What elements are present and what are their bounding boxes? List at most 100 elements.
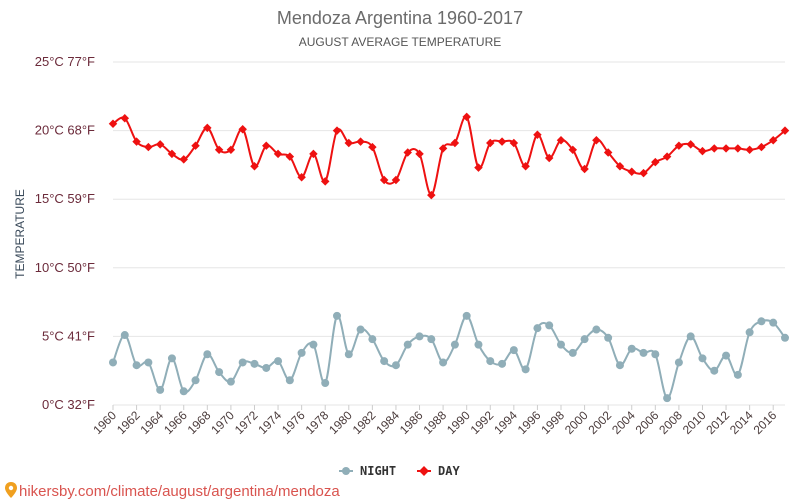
- series-night-point[interactable]: [297, 348, 306, 357]
- series-night-point[interactable]: [391, 361, 400, 370]
- series-night-point[interactable]: [757, 317, 766, 326]
- series-night-point[interactable]: [486, 357, 495, 366]
- series-night-point[interactable]: [132, 361, 141, 370]
- series-night-point[interactable]: [191, 376, 200, 385]
- series-night-point[interactable]: [568, 348, 577, 357]
- series-night-point[interactable]: [321, 379, 330, 388]
- series-night-point[interactable]: [333, 311, 341, 320]
- series-night-point[interactable]: [415, 332, 424, 341]
- series-night-point[interactable]: [781, 333, 789, 342]
- series-night-point[interactable]: [745, 328, 754, 337]
- series-night-point[interactable]: [109, 358, 117, 367]
- series-day-point[interactable]: [297, 173, 306, 182]
- series-night-point[interactable]: [639, 348, 648, 357]
- source-link[interactable]: hikersby.com/climate/august/argentina/me…: [5, 482, 340, 500]
- series-day-point[interactable]: [250, 162, 259, 171]
- series-night-point[interactable]: [238, 358, 247, 367]
- series-night-point[interactable]: [203, 350, 212, 359]
- series-night-point[interactable]: [557, 340, 565, 349]
- series-day-point[interactable]: [698, 146, 707, 156]
- series-day-point[interactable]: [226, 145, 236, 155]
- series-day-point[interactable]: [438, 144, 448, 153]
- series-night-point[interactable]: [156, 385, 165, 394]
- series-night-point[interactable]: [698, 354, 707, 363]
- legend-item-day[interactable]: DAY: [417, 464, 460, 478]
- series-day-point[interactable]: [721, 144, 731, 153]
- series-night-point[interactable]: [604, 333, 613, 342]
- series-night-point[interactable]: [615, 361, 624, 370]
- series-day-point[interactable]: [509, 138, 519, 148]
- series-night-point[interactable]: [686, 332, 695, 341]
- series-night-point[interactable]: [179, 387, 188, 396]
- series-night-point[interactable]: [627, 344, 636, 353]
- legend-item-night[interactable]: NIGHT: [339, 464, 396, 478]
- series-day-point[interactable]: [391, 175, 401, 185]
- series-night-point[interactable]: [533, 324, 542, 333]
- series-night-point[interactable]: [663, 394, 672, 403]
- series-day-point[interactable]: [214, 145, 224, 155]
- series-night-point[interactable]: [167, 354, 176, 363]
- series-night-point[interactable]: [710, 366, 719, 375]
- series-night-point[interactable]: [215, 368, 224, 377]
- series-night-point[interactable]: [344, 350, 353, 359]
- series-night-point[interactable]: [722, 351, 731, 360]
- series-day-point[interactable]: [710, 144, 719, 153]
- series-night-point[interactable]: [356, 325, 365, 334]
- series-day-point[interactable]: [427, 190, 436, 200]
- series-day-point[interactable]: [686, 140, 695, 149]
- series-night-point[interactable]: [498, 359, 507, 368]
- source-url[interactable]: hikersby.com/climate/august/argentina/me…: [19, 483, 340, 500]
- series-night-point[interactable]: [450, 340, 459, 349]
- series-day-point[interactable]: [238, 124, 247, 134]
- series-day-point[interactable]: [486, 138, 495, 148]
- series-day-point[interactable]: [191, 141, 200, 150]
- series-day-point[interactable]: [368, 142, 377, 152]
- series-day-point[interactable]: [627, 167, 636, 177]
- series-night-point[interactable]: [120, 331, 129, 340]
- series-night-point[interactable]: [380, 357, 389, 366]
- series-day-point[interactable]: [273, 149, 283, 159]
- series-day-point[interactable]: [108, 119, 118, 128]
- series-day-point[interactable]: [309, 149, 318, 159]
- series-day-point[interactable]: [592, 135, 601, 145]
- series-day-point[interactable]: [203, 123, 212, 133]
- series-day-point[interactable]: [262, 141, 271, 150]
- series-night-point[interactable]: [144, 358, 153, 367]
- series-night-point[interactable]: [462, 311, 471, 320]
- series-day-point[interactable]: [320, 177, 330, 186]
- series-night-point[interactable]: [439, 358, 448, 367]
- series-day-point[interactable]: [144, 142, 153, 152]
- series-night-point[interactable]: [285, 376, 294, 385]
- series-day-point[interactable]: [745, 145, 754, 155]
- series-day-point[interactable]: [167, 149, 177, 159]
- series-day-point[interactable]: [285, 152, 295, 161]
- series-night-point[interactable]: [474, 340, 483, 349]
- series-day-point[interactable]: [179, 155, 188, 164]
- series-night-point[interactable]: [509, 346, 518, 355]
- series-day-point[interactable]: [344, 138, 354, 148]
- series-night-point[interactable]: [545, 321, 554, 330]
- series-day-point[interactable]: [450, 138, 460, 148]
- series-night-point[interactable]: [368, 335, 377, 344]
- series-night-point[interactable]: [274, 357, 283, 366]
- series-night-point[interactable]: [769, 318, 778, 327]
- series-night-point[interactable]: [733, 370, 742, 379]
- series-night-point[interactable]: [521, 365, 530, 374]
- series-day-point[interactable]: [132, 137, 141, 146]
- series-night-point[interactable]: [674, 358, 683, 367]
- series-night-point[interactable]: [592, 325, 601, 334]
- series-day-point[interactable]: [497, 137, 507, 146]
- series-night-point[interactable]: [262, 363, 271, 372]
- series-day-point[interactable]: [474, 163, 483, 172]
- series-day-point[interactable]: [757, 142, 766, 152]
- series-day-point[interactable]: [462, 112, 471, 122]
- series-night-point[interactable]: [651, 350, 660, 359]
- series-night-point[interactable]: [226, 377, 235, 386]
- series-night-point[interactable]: [580, 335, 589, 344]
- series-night-point[interactable]: [309, 340, 318, 349]
- series-night-point[interactable]: [403, 340, 412, 349]
- series-day-point[interactable]: [155, 140, 165, 149]
- series-day-point[interactable]: [120, 114, 130, 123]
- series-day-point[interactable]: [415, 149, 424, 159]
- series-night-point[interactable]: [427, 335, 436, 344]
